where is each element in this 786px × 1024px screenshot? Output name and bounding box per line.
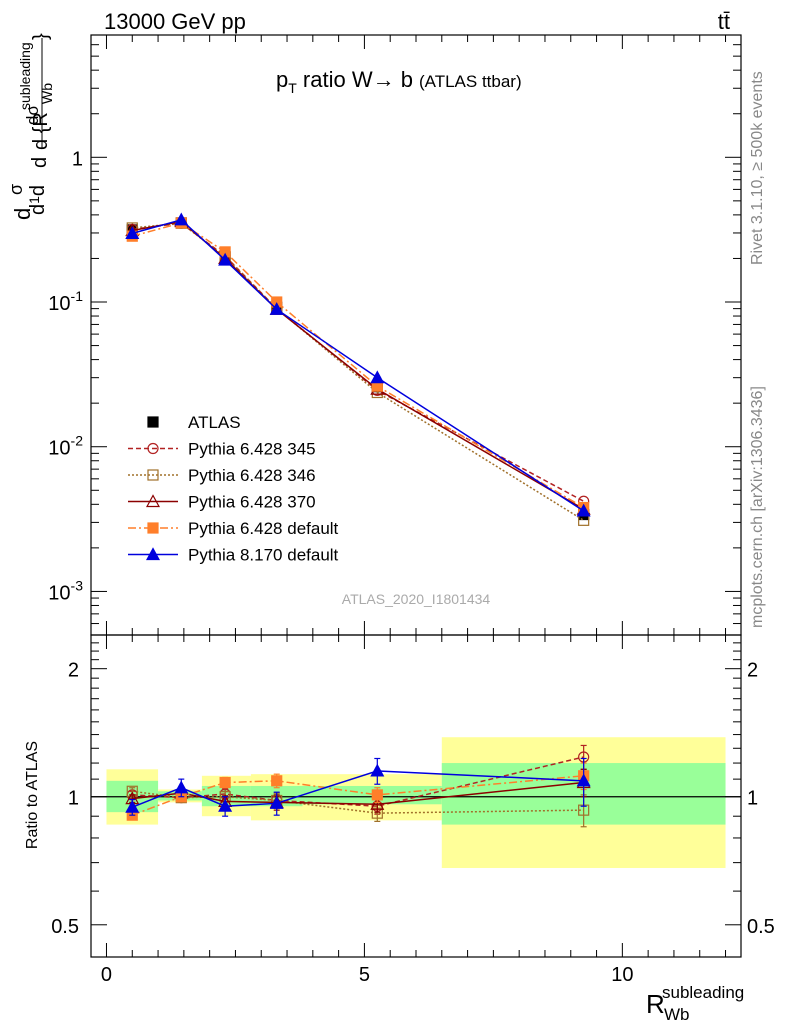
ratio-point — [174, 780, 189, 794]
legend-marker — [147, 469, 159, 481]
main-y-axis-sigma: σ — [6, 184, 26, 195]
legend-marker — [145, 494, 161, 508]
legend-label: Pythia 6.428 default — [188, 519, 339, 538]
ratio-frame — [90, 634, 742, 958]
ratio-point — [219, 776, 231, 789]
plot-title: pT ratio W→ b (ATLAS ttbar) — [276, 67, 522, 96]
x-axis-label-sub: Wb — [664, 1005, 690, 1024]
x-tick-label: 5 — [359, 964, 370, 986]
source-label: mcplots.cern.ch [arXiv:1306.3436] — [749, 386, 766, 628]
ratio-y-tick-label-right: 0.5 — [747, 916, 775, 938]
ratio-point — [370, 763, 385, 777]
x-tick-label: 10 — [611, 964, 633, 986]
main-y-axis-sup: subleading — [17, 42, 33, 110]
main-y-axis-frac: dσ — [23, 105, 42, 125]
legend-entry: ATLAS — [147, 413, 241, 432]
ratio-y-tick-label: 1 — [68, 788, 79, 810]
ratio-line-pythia_346 — [132, 790, 584, 814]
ratio-y-tick-label: 2 — [68, 660, 79, 682]
ratio-line-pythia_8170 — [131, 770, 584, 808]
data-point — [125, 226, 140, 239]
ratio-y-tick-label: 0.5 — [51, 916, 79, 938]
series-pythia_8170 — [125, 212, 591, 517]
ratio-point — [269, 796, 284, 809]
data-point — [218, 252, 233, 266]
ratio-point — [271, 775, 283, 787]
svg-text:d1d: d1d — [26, 185, 49, 215]
legend-label: Pythia 6.428 370 — [188, 493, 316, 512]
ratio-series-pythia_8170 — [125, 757, 591, 817]
legend: ATLAS Pythia 6.428 345 Pythia 6.428 346 Pyt… — [128, 413, 339, 565]
legend-entry: Pythia 8.170 default — [128, 546, 339, 565]
ratio-plot-panel: 2 2 1 1 0.5 0.5 0 5 10 — [51, 35, 775, 986]
legend-label: Pythia 6.428 345 — [188, 440, 316, 459]
x-axis-label-sup: subleading — [662, 983, 744, 1002]
series-pythia_345 — [126, 217, 590, 507]
legend-entry: Pythia 6.428 370 — [128, 493, 316, 512]
series-line-pythia_345 — [132, 222, 585, 502]
main-y-tick-label: 10-1 — [48, 288, 83, 315]
main-y-axis-denom: d {R — [30, 112, 52, 150]
legend-marker — [145, 547, 161, 561]
rivet-label: Rivet 3.1.10, ≥ 500k events — [749, 71, 766, 265]
x-axis-label: R — [646, 989, 665, 1019]
analysis-id: ATLAS_2020_I1801434 — [342, 591, 491, 607]
ratio-point — [218, 798, 233, 812]
ratio-point — [370, 797, 385, 810]
legend-marker — [147, 442, 159, 455]
ratio-point — [576, 773, 591, 787]
main-y-axis-label-text: d — [10, 208, 35, 220]
ratio-point — [371, 789, 383, 801]
legend-label: Pythia 8.170 default — [188, 546, 339, 565]
legend-entry: Pythia 6.428 346 — [128, 466, 316, 485]
ratio-line-pythia_370 — [132, 781, 584, 806]
data-point — [174, 212, 189, 226]
process-label: tt̄ — [718, 9, 730, 34]
ratio-y-tick-label-right: 2 — [747, 660, 758, 682]
data-point — [370, 370, 385, 384]
legend-marker — [147, 416, 159, 428]
ratio-y-axis-label: Ratio to ATLAS — [24, 741, 41, 849]
x-tick-label: 0 — [101, 964, 112, 986]
main-y-axis-num: d — [29, 157, 51, 168]
main-y-tick-label: 1 — [72, 148, 83, 170]
series-line-pythia_346 — [132, 222, 585, 521]
energy-label: 13000 GeV pp — [104, 9, 246, 34]
main-y-tick-label: 10-3 — [48, 577, 83, 604]
data-point — [576, 503, 591, 517]
ratio-line-pythia_default6 — [132, 775, 584, 816]
legend-marker — [147, 522, 159, 534]
series-line-pythia_default6 — [132, 222, 585, 509]
legend-label: Pythia 6.428 346 — [188, 466, 316, 485]
ratio-y-tick-label-right: 1 — [747, 788, 758, 810]
data-point — [269, 302, 284, 315]
main-y-axis-label: d1d — [26, 185, 49, 215]
legend-entry: Pythia 6.428 default — [128, 519, 339, 538]
main-y-tick-label: 10-2 — [48, 433, 83, 460]
main-plot-panel: pT ratio W→ b (ATLAS ttbar) ATLAS Pythia 6… — [48, 34, 742, 636]
ratio-point — [125, 799, 140, 813]
main-y-axis-brace: } — [30, 33, 52, 40]
main-y-axis-sub: Wb — [39, 83, 55, 104]
series-line-pythia_8170 — [132, 218, 585, 512]
legend-label: ATLAS — [188, 413, 241, 432]
legend-entry: Pythia 6.428 345 — [128, 440, 316, 459]
